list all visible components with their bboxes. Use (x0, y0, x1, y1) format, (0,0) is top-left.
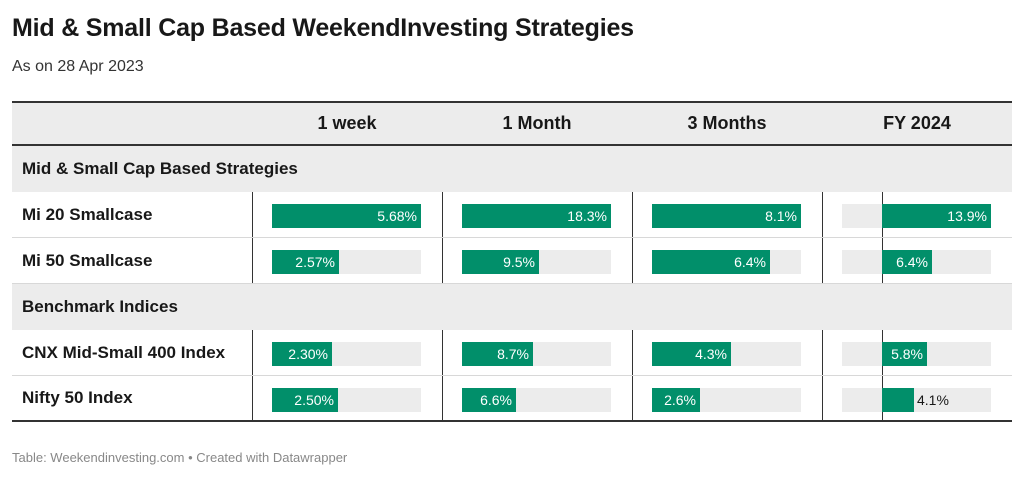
bar-value-label: 6.4% (734, 254, 766, 270)
bar-cell: 8.7% (462, 330, 611, 375)
column-header-1-month: 1 Month (502, 113, 572, 133)
performance-table: 1 week 1 Month 3 Months FY 2024 Mid & Sm… (12, 101, 1012, 422)
bar-cell: 8.1% (652, 192, 801, 237)
column-separator (822, 376, 823, 420)
bar-cell: 6.4% (652, 238, 801, 283)
column-separator (632, 330, 633, 375)
bar-value-label: 6.4% (896, 254, 928, 270)
bar-mark (272, 204, 421, 228)
table-row: CNX Mid-Small 400 Index 2.30% 8.7% 4.3% 5.8% (12, 330, 1012, 376)
column-separator (822, 192, 823, 237)
bar-mark (462, 388, 516, 412)
bar-value-label: 8.7% (497, 346, 529, 362)
bar-mark (652, 250, 770, 274)
bar-cell: 2.50% (272, 376, 421, 420)
bar-mark (462, 204, 611, 228)
bar-value-label: 2.6% (664, 392, 696, 408)
bar-value-label: 13.9% (947, 208, 987, 224)
bar-value-label: 6.6% (480, 392, 512, 408)
row-label: Nifty 50 Index (22, 388, 133, 407)
table-row: Mi 50 Smallcase 2.57% 9.5% 6.4% 6.4% (12, 238, 1012, 284)
bar-value-label: 8.1% (765, 208, 797, 224)
column-separator (252, 238, 253, 283)
bar-value-label: 5.8% (891, 346, 923, 362)
column-separator (252, 330, 253, 375)
bar-cell: 18.3% (462, 192, 611, 237)
bar-cell: 4.3% (652, 330, 801, 375)
bar-value-label: 2.30% (288, 346, 328, 362)
bar-value-label: 4.1% (917, 392, 949, 408)
table-footer: Table: Weekendinvesting.com • Created wi… (12, 450, 348, 465)
bar-mark (652, 388, 700, 412)
bar-track (842, 388, 991, 412)
table-body: Mid & Small Cap Based Strategies Mi 20 Sm… (12, 146, 1012, 422)
bar-mark (882, 388, 914, 412)
bar-value-label: 4.3% (695, 346, 727, 362)
bar-mark (652, 342, 731, 366)
table-subtitle: As on 28 Apr 2023 (12, 58, 144, 75)
column-separator (442, 330, 443, 375)
bar-cell: 4.1% (842, 376, 991, 420)
table-title: Mid & Small Cap Based WeekendInvesting S… (12, 14, 634, 42)
bar-cell: 6.4% (842, 238, 991, 283)
column-separator (632, 238, 633, 283)
column-header-fy-2024: FY 2024 (883, 113, 951, 133)
row-label: Mi 50 Smallcase (22, 250, 153, 270)
bar-cell: 6.6% (462, 376, 611, 420)
bar-mark (272, 250, 339, 274)
column-separator (442, 238, 443, 283)
column-separator (252, 192, 253, 237)
bar-cell: 2.30% (272, 330, 421, 375)
group-header: Mid & Small Cap Based Strategies (12, 146, 1012, 192)
column-separator (822, 238, 823, 283)
bar-value-label: 2.57% (295, 254, 335, 270)
bar-value-label: 2.50% (294, 392, 334, 408)
bar-cell: 13.9% (842, 192, 991, 237)
bar-cell: 9.5% (462, 238, 611, 283)
column-separator (632, 192, 633, 237)
bar-mark (652, 204, 801, 228)
row-label: Mi 20 Smallcase (22, 204, 153, 224)
table-row: Nifty 50 Index 2.50% 6.6% 2.6% 4.1% (12, 376, 1012, 422)
table-row: Mi 20 Smallcase 5.68% 18.3% 8.1% 13.9% (12, 192, 1012, 238)
column-separator (442, 192, 443, 237)
column-separator (252, 376, 253, 420)
bar-mark (272, 342, 332, 366)
bar-mark (882, 342, 927, 366)
bar-value-label: 18.3% (567, 208, 607, 224)
bar-mark (462, 342, 533, 366)
column-separator (442, 376, 443, 420)
bar-mark (882, 250, 932, 274)
bar-cell: 5.68% (272, 192, 421, 237)
column-header-1-week: 1 week (317, 113, 377, 133)
bar-mark (882, 204, 991, 228)
bar-value-label: 9.5% (503, 254, 535, 270)
bar-cell: 5.8% (842, 330, 991, 375)
bar-mark (272, 388, 338, 412)
row-label: CNX Mid-Small 400 Index (22, 342, 226, 362)
column-separator (822, 330, 823, 375)
table-header: 1 week 1 Month 3 Months FY 2024 (12, 101, 1012, 146)
bar-mark (462, 250, 539, 274)
column-separator (632, 376, 633, 420)
column-header-3-months: 3 Months (687, 113, 767, 133)
bar-cell: 2.57% (272, 238, 421, 283)
group-header: Benchmark Indices (12, 284, 1012, 330)
bar-value-label: 5.68% (377, 208, 417, 224)
bar-cell: 2.6% (652, 376, 801, 420)
